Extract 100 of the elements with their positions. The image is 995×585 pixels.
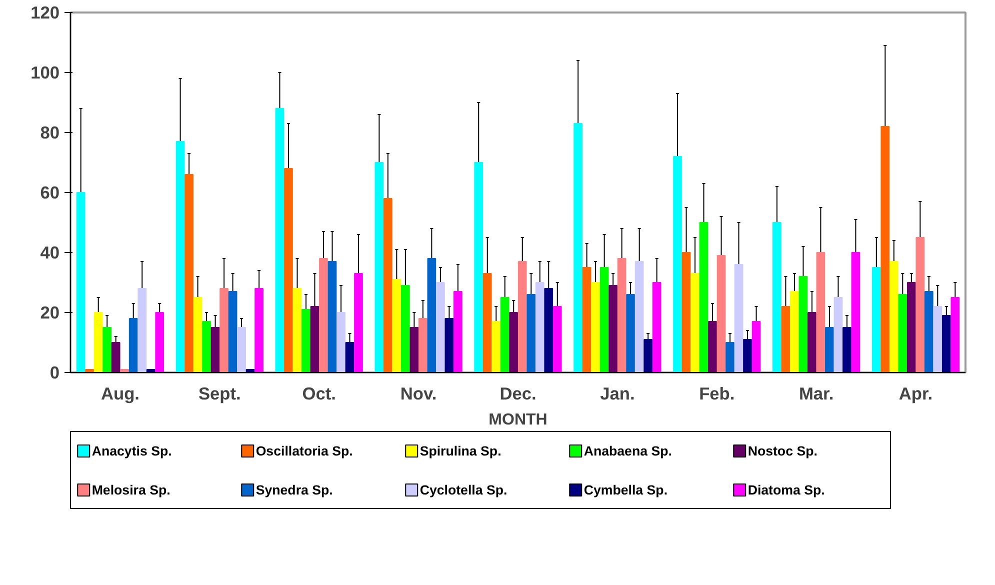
bar: [310, 306, 320, 372]
bar: [228, 291, 238, 372]
x-tick-label: Sept.: [198, 384, 241, 404]
bar: [509, 312, 518, 372]
bar: [94, 312, 103, 372]
bar: [898, 294, 908, 372]
bar: [284, 168, 293, 372]
bar: [319, 258, 328, 372]
x-tick-label: Aug.: [100, 384, 140, 404]
bar: [552, 306, 562, 372]
bar: [474, 162, 484, 372]
bar: [400, 285, 410, 372]
bar: [193, 297, 202, 372]
bar: [708, 321, 717, 372]
bar: [924, 291, 934, 372]
legend-label: Cyclotella Sp.: [420, 482, 508, 498]
bar: [673, 156, 682, 372]
bar: [444, 318, 454, 372]
bar: [76, 192, 86, 372]
legend-label: Melosira Sp.: [92, 482, 170, 498]
x-tick-label: Apr.: [898, 384, 933, 404]
x-tick-label: Feb.: [699, 384, 735, 404]
bar: [410, 327, 419, 372]
bar: [102, 327, 112, 372]
bar: [354, 273, 363, 372]
y-tick-label: 100: [30, 62, 60, 82]
bar: [544, 288, 554, 372]
bar: [574, 123, 582, 372]
bar: [652, 282, 662, 372]
bar: [816, 252, 826, 372]
bar: [591, 282, 600, 372]
bar: [176, 141, 185, 372]
legend-label: Nostoc Sp.: [748, 444, 818, 458]
bar: [345, 342, 354, 372]
legend-label: Oscillatoria Sp.: [256, 444, 353, 458]
bar: [690, 273, 700, 372]
bar: [275, 108, 284, 372]
bar: [292, 288, 302, 372]
legend-label: Anabaena Sp.: [584, 444, 672, 458]
bar: [128, 318, 138, 372]
x-tick-label: Dec.: [500, 384, 536, 404]
bar: [336, 312, 346, 372]
bar: [726, 342, 734, 372]
bar: [392, 279, 402, 372]
bar: [942, 315, 951, 372]
bar: [716, 255, 726, 372]
bar: [526, 294, 536, 372]
legend-label: Diatoma Sp.: [748, 482, 825, 498]
bar: [772, 222, 782, 372]
bar: [492, 321, 501, 372]
bar: [851, 252, 860, 372]
y-tick-label: 120: [30, 2, 60, 22]
bar: [500, 297, 510, 372]
bar: [427, 258, 436, 372]
x-axis-title: MONTH: [488, 412, 548, 428]
bar: [220, 288, 228, 372]
bar: [842, 327, 852, 372]
y-tick-label: 60: [40, 182, 60, 202]
bar: [184, 174, 194, 372]
bar: [798, 276, 808, 372]
bar: [825, 327, 834, 372]
legend-label: Anacytis Sp.: [92, 444, 172, 458]
bar: [328, 261, 337, 372]
bar: [872, 267, 881, 372]
bar: [138, 288, 147, 372]
bar: [237, 327, 246, 372]
bar: [608, 285, 618, 372]
bar: [834, 297, 843, 372]
x-tick-label: Jan.: [600, 384, 635, 404]
bar: [699, 222, 708, 372]
bar: [518, 261, 527, 372]
y-tick-label: 0: [50, 362, 60, 382]
bar: [374, 162, 384, 372]
bar: [535, 282, 544, 372]
bar: [808, 312, 816, 372]
bar: [781, 306, 790, 372]
bar: [254, 288, 264, 372]
x-tick-label: Nov.: [400, 384, 437, 404]
bar: [418, 318, 428, 372]
bar: [752, 321, 761, 372]
bar: [600, 267, 609, 372]
bar: [634, 261, 644, 372]
x-tick-label: Oct.: [302, 384, 336, 404]
bar: [880, 126, 890, 372]
bar: [582, 267, 592, 372]
bar: [202, 321, 211, 372]
y-tick-label: 20: [40, 302, 60, 322]
bar: [682, 252, 691, 372]
bar: [889, 261, 898, 372]
bar: [644, 339, 653, 372]
x-tick-label: Mar.: [798, 384, 834, 404]
bar: [734, 264, 744, 372]
bar: [933, 306, 942, 372]
bar: [743, 339, 752, 372]
y-tick-label: 40: [40, 242, 60, 262]
bar: [302, 309, 310, 372]
bar: [617, 258, 626, 372]
bar: [626, 294, 636, 372]
bar: [916, 237, 925, 372]
bar: [906, 282, 916, 372]
